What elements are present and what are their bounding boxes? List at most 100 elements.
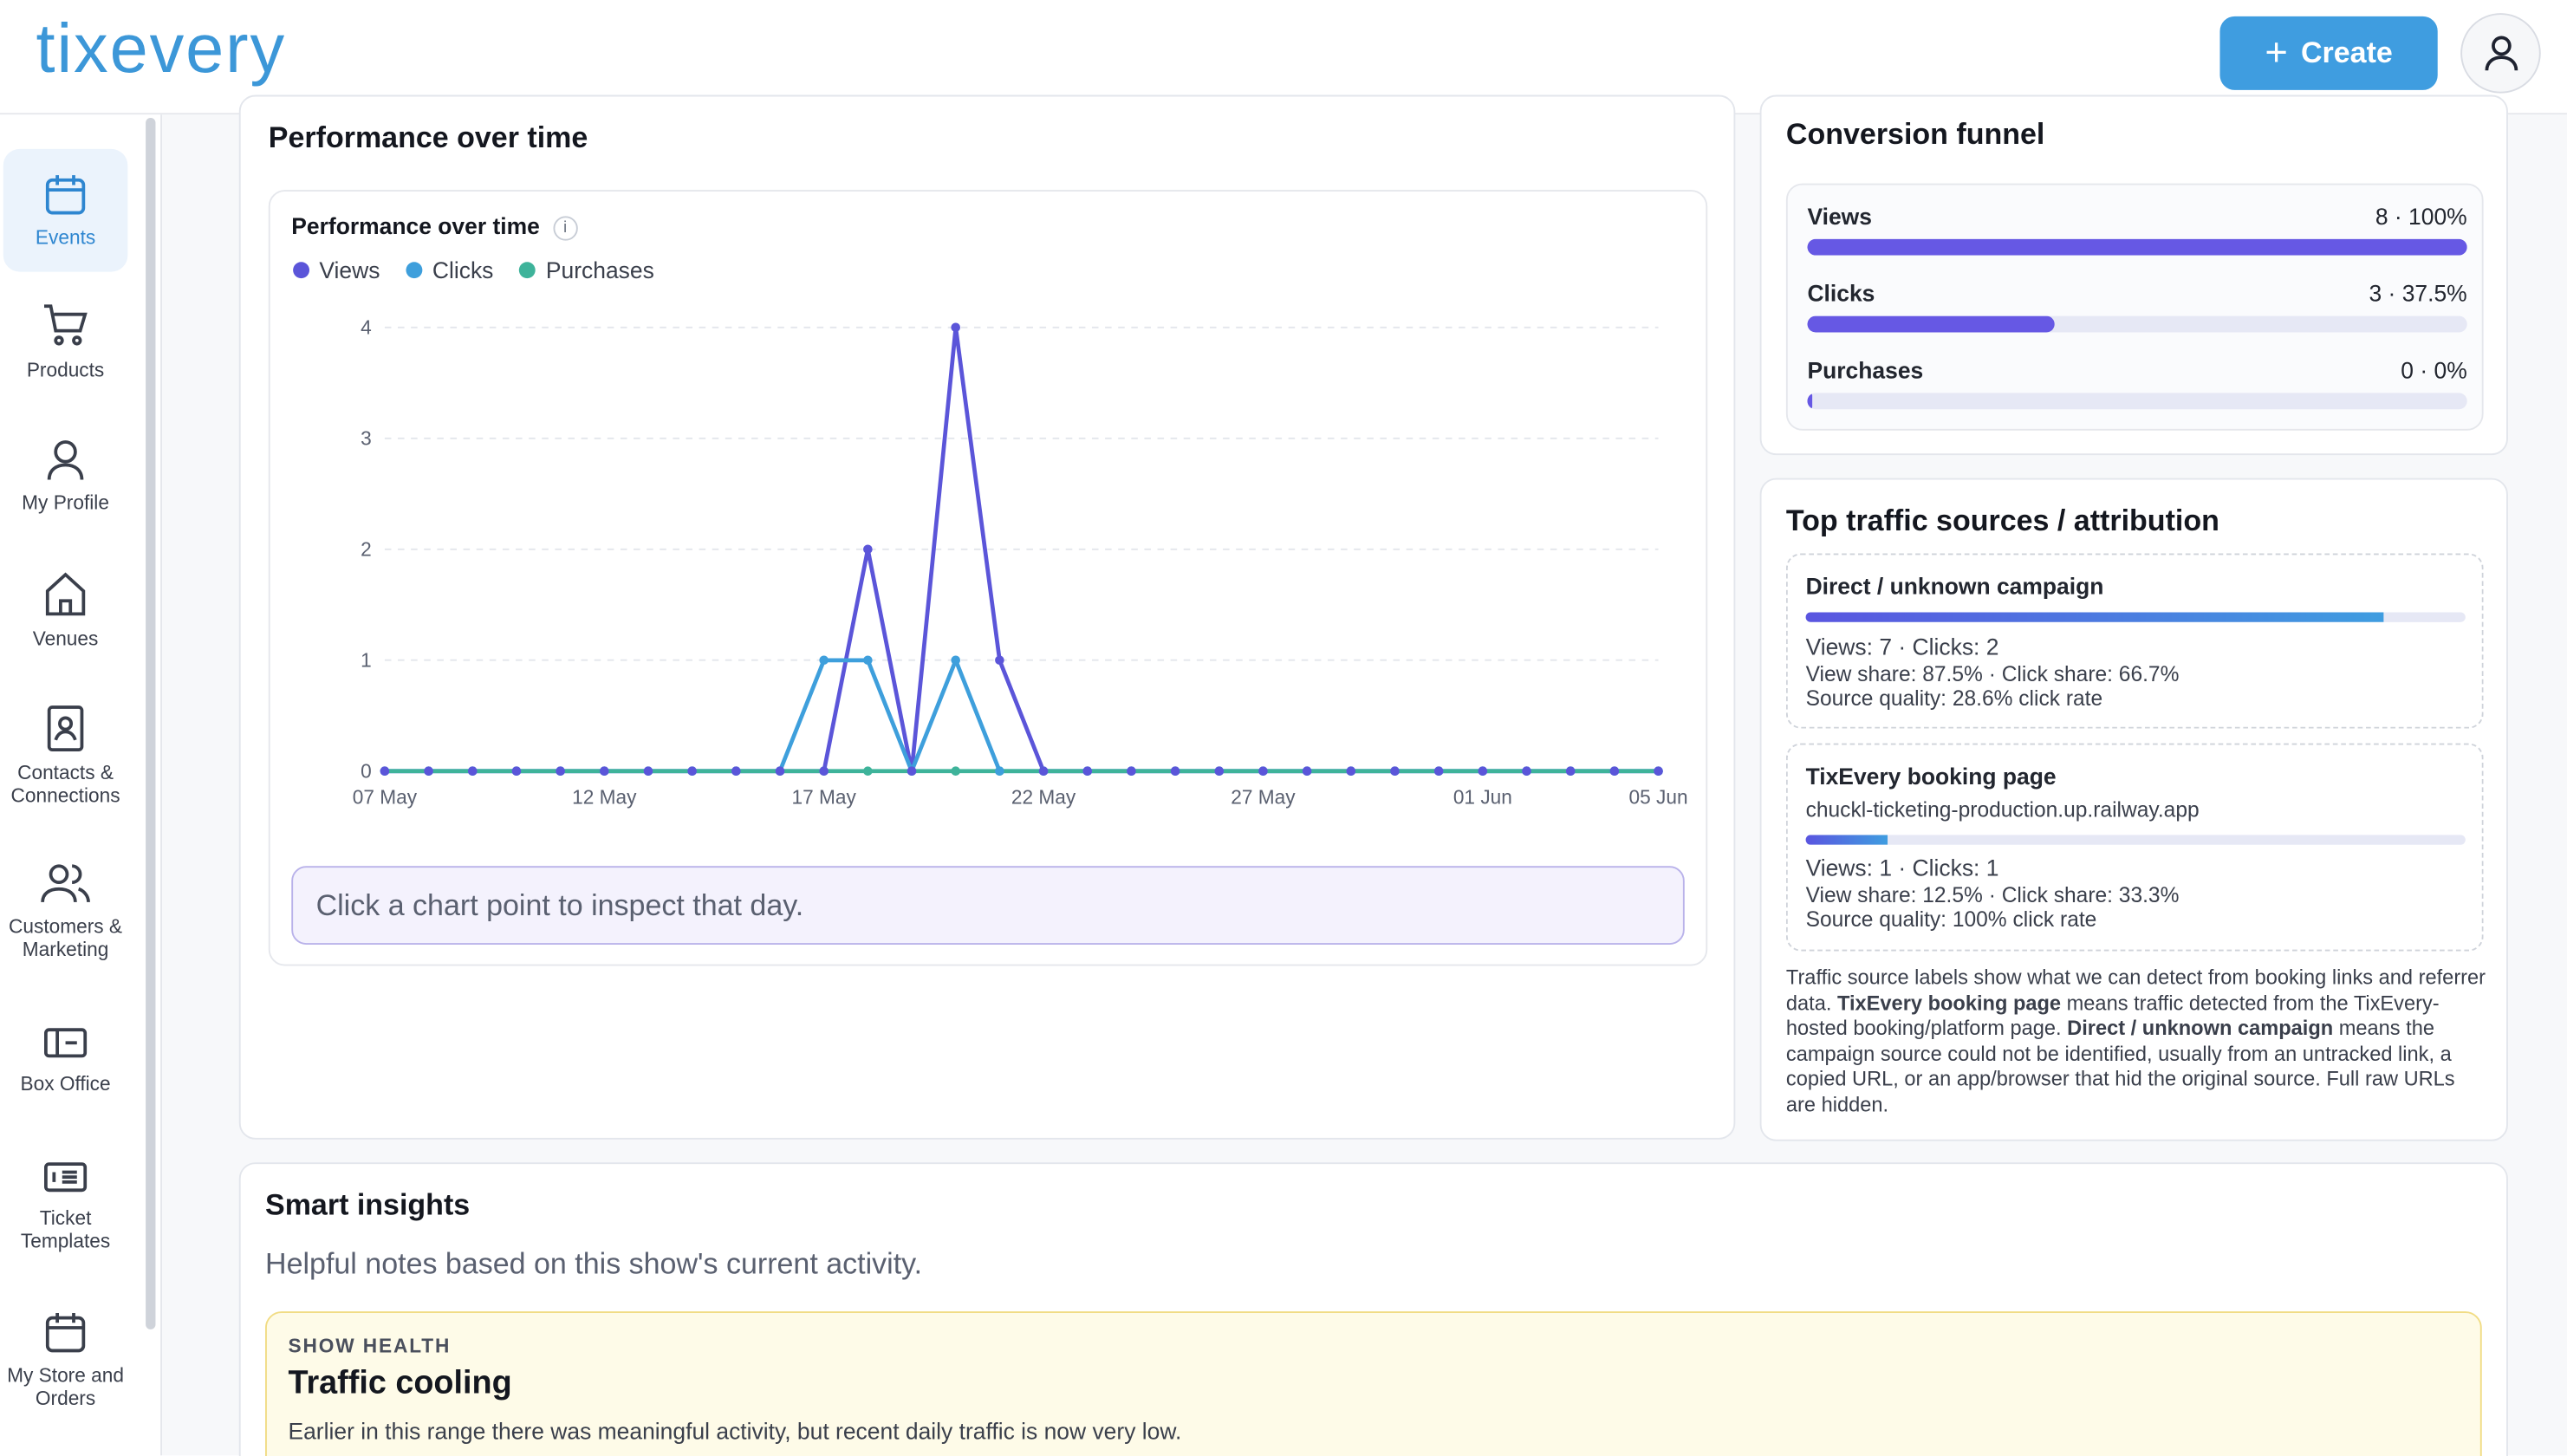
data-point-views[interactable] bbox=[511, 766, 522, 777]
data-point-views[interactable] bbox=[380, 766, 390, 777]
health-body: Earlier in this range there was meaningf… bbox=[288, 1417, 1182, 1445]
data-point-views[interactable] bbox=[1609, 766, 1620, 777]
source-quality: Source quality: 100% click rate bbox=[1805, 907, 2097, 932]
data-point-views[interactable] bbox=[1346, 766, 1356, 777]
data-point-views[interactable] bbox=[819, 766, 829, 777]
data-point-views[interactable] bbox=[907, 766, 917, 777]
y-tick-label: 3 bbox=[361, 426, 372, 449]
data-point-purchases[interactable] bbox=[951, 766, 961, 777]
data-point-views[interactable] bbox=[775, 766, 785, 777]
data-point-views[interactable] bbox=[467, 766, 478, 777]
series-line-views bbox=[384, 325, 1659, 774]
source-share: View share: 87.5% · Click share: 66.7% bbox=[1805, 661, 2180, 686]
create-button[interactable]: + Create bbox=[2219, 16, 2438, 90]
sidebar-scrollbar[interactable] bbox=[146, 118, 156, 1329]
data-point-views[interactable] bbox=[1565, 766, 1576, 777]
legend-dot-icon bbox=[519, 262, 536, 279]
funnel-label: Clicks bbox=[1807, 280, 1875, 307]
legend-purchases[interactable]: Purchases bbox=[519, 257, 654, 283]
data-point-views[interactable] bbox=[687, 766, 697, 777]
performance-line-chart[interactable]: 0 1 2 3 4 07 May 12 May 17 May 22 May 27 May 01 Ju… bbox=[270, 298, 1706, 822]
user-avatar-button[interactable] bbox=[2460, 13, 2541, 94]
y-tick-label: 1 bbox=[361, 648, 372, 671]
source-views-clicks: Views: 1 · Clicks: 1 bbox=[1805, 855, 1999, 881]
x-tick-label: 17 May bbox=[792, 785, 857, 808]
data-point-views[interactable] bbox=[1170, 766, 1180, 777]
sidebar-item-my-store[interactable]: My Store and Orders bbox=[3, 1310, 128, 1424]
data-point-views[interactable] bbox=[1654, 766, 1663, 777]
data-point-views[interactable] bbox=[556, 766, 565, 777]
template-icon bbox=[44, 1162, 88, 1193]
smart-insights-card: Smart insights Helpful notes based on th… bbox=[238, 1162, 2508, 1456]
sidebar-item-customers[interactable]: Customers & Marketing bbox=[3, 861, 128, 976]
funnel-row-views: Views 8 · 100% bbox=[1807, 203, 2467, 262]
data-point-views[interactable] bbox=[1478, 766, 1488, 777]
source-domain: chuckl-ticketing-production.up.railway.a… bbox=[1805, 796, 2200, 822]
data-point-clicks[interactable] bbox=[951, 655, 961, 666]
data-point-views[interactable] bbox=[951, 322, 961, 333]
traffic-source-direct: Direct / unknown campaign Views: 7 · Cli… bbox=[1785, 553, 2484, 729]
source-share-fill bbox=[1805, 612, 2383, 622]
user-icon bbox=[2484, 35, 2518, 70]
inspect-day-hint: Click a chart point to inspect that day. bbox=[291, 866, 1685, 945]
data-point-purchases[interactable] bbox=[863, 766, 873, 777]
x-tick-label: 01 Jun bbox=[1453, 785, 1512, 808]
chart-title-row: Performance over time i bbox=[291, 213, 578, 241]
data-point-views[interactable] bbox=[643, 766, 653, 777]
note-bold: Direct / unknown campaign bbox=[2067, 1017, 2334, 1040]
funnel-bar-fill bbox=[1807, 238, 2467, 256]
funnel-title: Conversion funnel bbox=[1785, 118, 2045, 151]
sidebar-item-my-profile[interactable]: My Profile bbox=[3, 437, 128, 535]
data-point-clicks[interactable] bbox=[863, 655, 873, 666]
sidebar-item-contacts[interactable]: Contacts & Connections bbox=[3, 704, 128, 818]
data-point-clicks[interactable] bbox=[819, 655, 829, 666]
data-point-views[interactable] bbox=[1082, 766, 1093, 777]
funnel-bar bbox=[1807, 393, 2467, 410]
sidebar-item-label: Products bbox=[26, 358, 105, 382]
x-tick-label: 07 May bbox=[353, 785, 418, 808]
data-point-views[interactable] bbox=[600, 766, 609, 777]
y-tick-label: 4 bbox=[361, 315, 372, 338]
data-point-views[interactable] bbox=[1522, 766, 1531, 777]
data-point-views[interactable] bbox=[1433, 766, 1444, 777]
data-point-clicks[interactable] bbox=[995, 766, 1004, 777]
data-point-views[interactable] bbox=[1038, 766, 1049, 777]
home-icon bbox=[45, 572, 86, 616]
data-point-views[interactable] bbox=[1214, 766, 1225, 777]
x-tick-label: 27 May bbox=[1231, 785, 1296, 808]
funnel-value: 8 · 100% bbox=[2375, 203, 2467, 230]
data-point-views[interactable] bbox=[1127, 766, 1136, 777]
source-quality: Source quality: 28.6% click rate bbox=[1805, 686, 2103, 711]
conversion-funnel-card: Conversion funnel Views 8 · 100% Clicks … bbox=[1759, 94, 2508, 456]
legend-label: Clicks bbox=[432, 257, 494, 283]
user-icon bbox=[47, 440, 84, 480]
sidebar-item-products[interactable]: Products bbox=[3, 302, 128, 400]
funnel-row-purchases: Purchases 0 · 0% bbox=[1807, 356, 2467, 416]
traffic-title: Top traffic sources / attribution bbox=[1785, 504, 2219, 537]
legend-dot-icon bbox=[406, 262, 423, 279]
data-point-views[interactable] bbox=[1302, 766, 1312, 777]
info-icon[interactable]: i bbox=[552, 215, 578, 241]
data-point-views[interactable] bbox=[1390, 766, 1400, 777]
data-point-views[interactable] bbox=[1258, 766, 1268, 777]
sidebar-item-label: My Profile bbox=[22, 491, 109, 515]
data-point-views[interactable] bbox=[731, 766, 741, 777]
sidebar-item-venues[interactable]: Venues bbox=[3, 569, 128, 667]
cart-icon bbox=[44, 304, 88, 346]
sidebar-item-ticket-templates[interactable]: Ticket Templates bbox=[3, 1156, 128, 1271]
data-point-views[interactable] bbox=[424, 766, 433, 777]
insights-title: Smart insights bbox=[265, 1188, 471, 1222]
tixevery-logo[interactable]: tixevery bbox=[36, 10, 287, 88]
legend-clicks[interactable]: Clicks bbox=[406, 257, 494, 283]
legend-dot-icon bbox=[293, 262, 310, 279]
funnel-row-clicks: Clicks 3 · 37.5% bbox=[1807, 280, 2467, 339]
funnel-bar-fill bbox=[1807, 315, 2055, 333]
sidebar-item-box-office[interactable]: Box Office bbox=[3, 1022, 128, 1120]
data-point-views[interactable] bbox=[863, 544, 873, 555]
funnel-label: Purchases bbox=[1807, 356, 1924, 384]
legend-views[interactable]: Views bbox=[293, 257, 380, 283]
data-point-views[interactable] bbox=[995, 655, 1004, 666]
sidebar-item-events[interactable]: Events bbox=[3, 148, 128, 272]
chart-legend: Views Clicks Purchases bbox=[293, 257, 654, 283]
store-icon bbox=[45, 1312, 86, 1353]
